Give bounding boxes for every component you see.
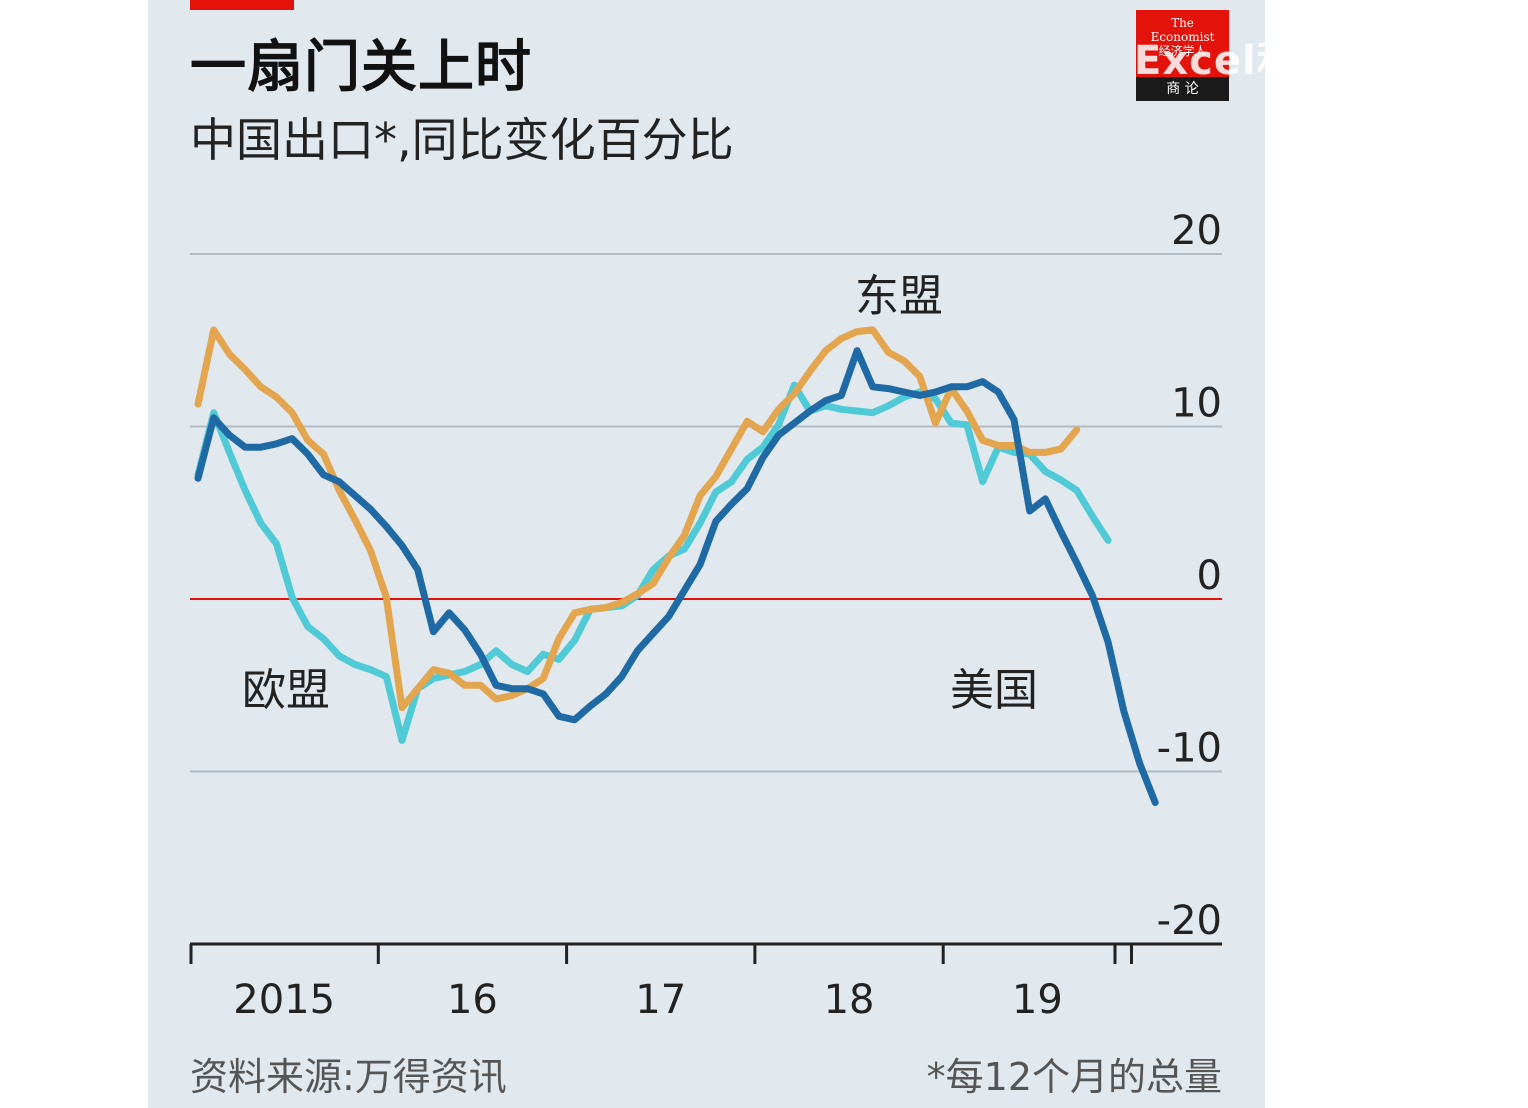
y-tick-label: 20 [1171, 208, 1222, 254]
y-tick-label: -20 [1157, 898, 1222, 944]
x-tick-label: 19 [1012, 977, 1063, 1023]
x-tick-label: 17 [635, 977, 686, 1023]
footnote: *每12个月的总量 [926, 1055, 1222, 1099]
chart-title: 一扇门关上时 [190, 35, 532, 100]
y-tick-label: 10 [1171, 381, 1222, 427]
series-line-2 [194, 326, 1081, 712]
logo-text: The Economist 经济学人 [1150, 16, 1215, 58]
logo-band: 商 论 [1136, 77, 1229, 101]
x-tick-label: 18 [824, 977, 875, 1023]
economist-logo: The Economist 经济学人 商 论 [1136, 10, 1229, 101]
x-tick-label: 2015 [233, 977, 335, 1023]
watermark: Excel和PowerBI聚焦 [1134, 38, 1528, 84]
series-line-0 [194, 347, 1159, 806]
source-note: 资料来源:万得资讯 [190, 1055, 507, 1099]
y-tick-label: 0 [1197, 553, 1222, 599]
series-line-1 [194, 381, 1112, 744]
brand-red-tab [190, 0, 294, 10]
x-tick-label: 16 [447, 977, 498, 1023]
y-tick-label: -10 [1157, 726, 1222, 772]
series-label: 欧盟 [242, 665, 330, 716]
series-label: 美国 [950, 665, 1038, 716]
chart-subtitle: 中国出口*,同比变化百分比 [190, 113, 734, 167]
series-label: 东盟 [855, 271, 943, 322]
